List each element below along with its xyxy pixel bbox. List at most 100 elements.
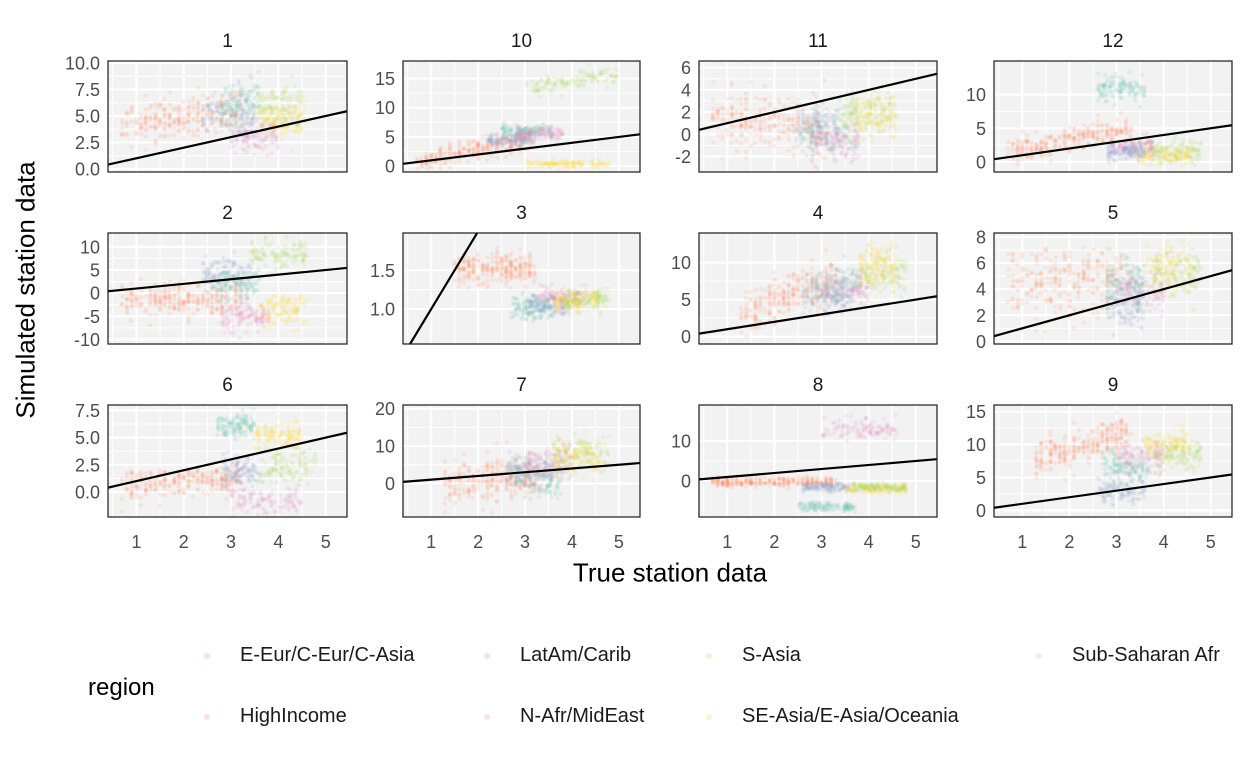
data-point bbox=[758, 107, 763, 113]
data-point bbox=[227, 126, 232, 131]
data-point bbox=[513, 139, 518, 144]
data-point bbox=[546, 301, 551, 306]
data-point bbox=[269, 151, 274, 156]
data-point bbox=[457, 149, 462, 154]
data-point bbox=[1127, 150, 1133, 155]
data-point bbox=[888, 115, 894, 120]
data-point bbox=[790, 130, 796, 135]
data-point bbox=[570, 290, 575, 295]
data-point bbox=[853, 146, 859, 151]
data-point bbox=[1173, 145, 1178, 151]
data-point bbox=[584, 72, 589, 77]
data-point bbox=[480, 261, 485, 266]
data-point bbox=[810, 116, 815, 121]
data-point bbox=[575, 300, 580, 305]
data-point bbox=[525, 311, 530, 316]
data-point bbox=[528, 305, 533, 310]
data-point bbox=[209, 292, 214, 297]
data-point bbox=[534, 130, 539, 135]
data-point bbox=[539, 307, 545, 313]
data-point bbox=[153, 298, 158, 304]
data-point bbox=[434, 154, 439, 159]
data-point bbox=[808, 132, 813, 138]
data-point bbox=[739, 113, 744, 118]
data-point bbox=[889, 123, 894, 128]
data-point bbox=[466, 148, 472, 153]
data-point bbox=[1110, 133, 1115, 138]
data-point bbox=[840, 134, 845, 140]
data-point bbox=[471, 147, 476, 153]
data-point bbox=[475, 264, 481, 269]
data-point bbox=[573, 301, 578, 306]
reference-line-y-equals-x bbox=[994, 124, 1232, 161]
data-point bbox=[560, 81, 565, 86]
data-point bbox=[157, 123, 162, 128]
data-point bbox=[829, 139, 834, 144]
data-point bbox=[264, 144, 269, 149]
data-point bbox=[544, 289, 549, 295]
data-point bbox=[711, 79, 716, 84]
data-point bbox=[288, 255, 293, 260]
data-point bbox=[1081, 131, 1086, 136]
data-point bbox=[235, 269, 240, 274]
data-point bbox=[238, 294, 243, 299]
data-point bbox=[534, 298, 539, 303]
data-point bbox=[195, 119, 200, 124]
data-point bbox=[226, 258, 231, 263]
panel-background bbox=[108, 233, 347, 344]
data-point bbox=[190, 104, 196, 109]
data-point bbox=[1029, 147, 1034, 152]
data-point bbox=[572, 162, 578, 167]
data-point bbox=[269, 298, 274, 304]
data-point bbox=[1130, 145, 1135, 150]
data-point bbox=[200, 297, 206, 302]
data-point bbox=[1096, 84, 1101, 89]
data-point bbox=[561, 295, 567, 300]
data-point bbox=[583, 293, 589, 298]
data-point bbox=[1133, 98, 1138, 103]
data-point bbox=[228, 286, 234, 291]
data-point bbox=[245, 133, 250, 139]
data-point bbox=[252, 83, 257, 88]
data-point bbox=[878, 103, 883, 108]
data-point bbox=[476, 282, 481, 287]
data-point bbox=[546, 303, 551, 308]
data-point bbox=[162, 121, 168, 127]
data-point bbox=[256, 111, 262, 116]
data-point bbox=[748, 124, 753, 130]
data-point bbox=[158, 304, 163, 309]
data-point bbox=[565, 298, 570, 303]
data-point bbox=[457, 280, 462, 285]
data-point bbox=[820, 115, 826, 120]
data-point bbox=[171, 305, 177, 311]
data-point bbox=[1125, 144, 1130, 149]
data-point bbox=[840, 112, 845, 117]
data-point bbox=[494, 267, 500, 272]
data-point bbox=[537, 281, 543, 287]
data-point bbox=[853, 119, 858, 124]
data-point bbox=[153, 111, 158, 116]
data-point bbox=[1162, 151, 1167, 156]
data-point bbox=[256, 255, 261, 261]
data-point bbox=[1112, 149, 1118, 154]
data-point bbox=[851, 128, 857, 134]
data-point bbox=[587, 297, 592, 303]
data-point bbox=[227, 306, 233, 311]
data-point bbox=[1121, 148, 1127, 153]
data-point bbox=[849, 137, 854, 143]
data-point bbox=[1107, 144, 1112, 150]
data-point bbox=[302, 263, 307, 269]
data-point bbox=[557, 136, 563, 141]
data-point bbox=[595, 294, 600, 299]
data-point bbox=[1157, 140, 1162, 145]
data-point bbox=[1116, 144, 1122, 150]
data-point bbox=[228, 122, 233, 127]
data-point bbox=[515, 306, 520, 311]
data-point bbox=[1024, 145, 1030, 150]
data-point bbox=[257, 317, 262, 323]
data-point bbox=[549, 89, 554, 94]
data-point bbox=[729, 96, 735, 101]
data-point bbox=[273, 137, 279, 142]
data-point bbox=[561, 291, 566, 296]
data-point bbox=[530, 133, 535, 138]
